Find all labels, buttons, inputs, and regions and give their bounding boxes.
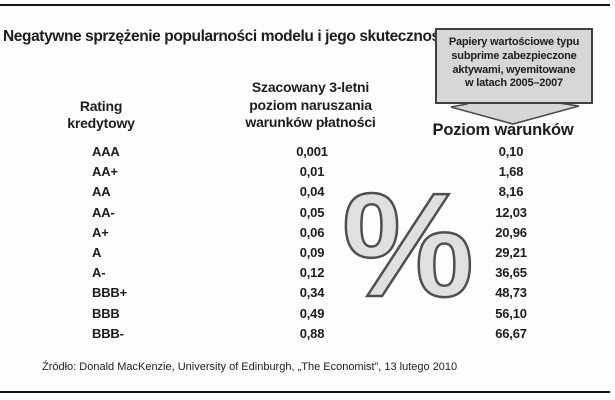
- column-header-rating-line2: kredytowy: [67, 115, 135, 131]
- default-rate-cell: 0,04: [299, 184, 325, 200]
- percent-watermark-icon: %: [341, 184, 475, 312]
- table-row: BBB- 0,88 66,67: [0, 324, 615, 344]
- column-header-level: Poziom warunków: [432, 121, 574, 139]
- callout-line: Papiery wartościowe typu: [448, 36, 580, 48]
- callout-box: Papiery wartościowe typu subprime zabezp…: [435, 28, 593, 104]
- table-row: BBB 0,49 56,10: [0, 304, 615, 324]
- level-cell: 12,03: [495, 204, 527, 220]
- default-rate-cell: 0,34: [299, 285, 325, 301]
- rating-cell: A-: [92, 265, 106, 281]
- bottom-rule: [0, 391, 610, 393]
- default-rate-cell: 0,09: [299, 244, 325, 260]
- table-row: A 0,09 29,21: [0, 243, 615, 263]
- rating-cell: AA-: [92, 204, 115, 220]
- rating-cell: AA: [92, 184, 111, 200]
- callout-line: w latach 2005–2007: [465, 77, 563, 90]
- top-rule: [0, 4, 610, 6]
- rating-cell: AA+: [92, 164, 118, 180]
- table-row: AA 0,04 8,16: [0, 182, 615, 202]
- table-row: AA- 0,05 12,03: [0, 203, 615, 223]
- default-rate-cell: 0,88: [299, 325, 325, 341]
- column-header-default-rate: Szacowany 3-letni poziom naruszania waru…: [228, 79, 393, 132]
- svg-text:%: %: [342, 184, 474, 312]
- default-rate-cell: 0,06: [299, 224, 325, 240]
- column-header-rating: Rating kredytowy: [31, 98, 171, 132]
- table-row: A+ 0,06 20,96: [0, 223, 615, 243]
- table-row: AA+ 0,01 1,68: [0, 162, 615, 182]
- rating-cell: AAA: [92, 144, 120, 159]
- source-citation: Źródło: Donald MacKenzie, University of …: [42, 361, 458, 373]
- figure-title: Negatywne sprzężenie popularności modelu…: [3, 28, 452, 45]
- level-cell: 48,73: [495, 285, 527, 301]
- level-cell: 0,10: [498, 144, 524, 159]
- default-rate-cell: 0,001: [296, 144, 328, 159]
- rating-cell: BBB: [92, 305, 120, 321]
- default-rate-cell: 0,49: [299, 305, 325, 321]
- level-cell: 36,65: [495, 265, 527, 281]
- table-row: BBB+ 0,34 48,73: [0, 283, 615, 303]
- level-cell: 56,10: [495, 305, 527, 321]
- column-header-rating-line1: Rating: [79, 98, 123, 114]
- level-cell: 20,96: [495, 224, 527, 240]
- callout-line: subprime zabezpieczone: [451, 49, 577, 62]
- level-cell: 8,16: [498, 184, 524, 200]
- rating-cell: BBB-: [92, 325, 124, 341]
- table-row: AAA 0,001 0,10: [0, 142, 615, 162]
- default-rate-cell: 0,05: [299, 204, 325, 220]
- level-cell: 29,21: [495, 244, 527, 260]
- rating-cell: A+: [92, 224, 109, 240]
- column-header-default-line2: poziom naruszania: [249, 96, 372, 113]
- column-header-default-line1: Szacowany 3-letni: [251, 79, 370, 95]
- rating-cell: A: [92, 244, 102, 260]
- default-rate-cell: 0,01: [299, 164, 325, 180]
- rating-cell: BBB+: [92, 285, 127, 301]
- column-header-default-line3: warunków płatności: [245, 114, 376, 130]
- level-cell: 1,68: [498, 164, 524, 180]
- ratings-table: AAA 0,001 0,10 AA+ 0,01 1,68 AA 0,04 8,1…: [0, 142, 615, 344]
- table-row: A- 0,12 36,65: [0, 263, 615, 283]
- level-cell: 66,67: [495, 325, 527, 341]
- default-rate-cell: 0,12: [299, 265, 325, 281]
- callout-line: aktywami, wyemitowane: [452, 63, 576, 76]
